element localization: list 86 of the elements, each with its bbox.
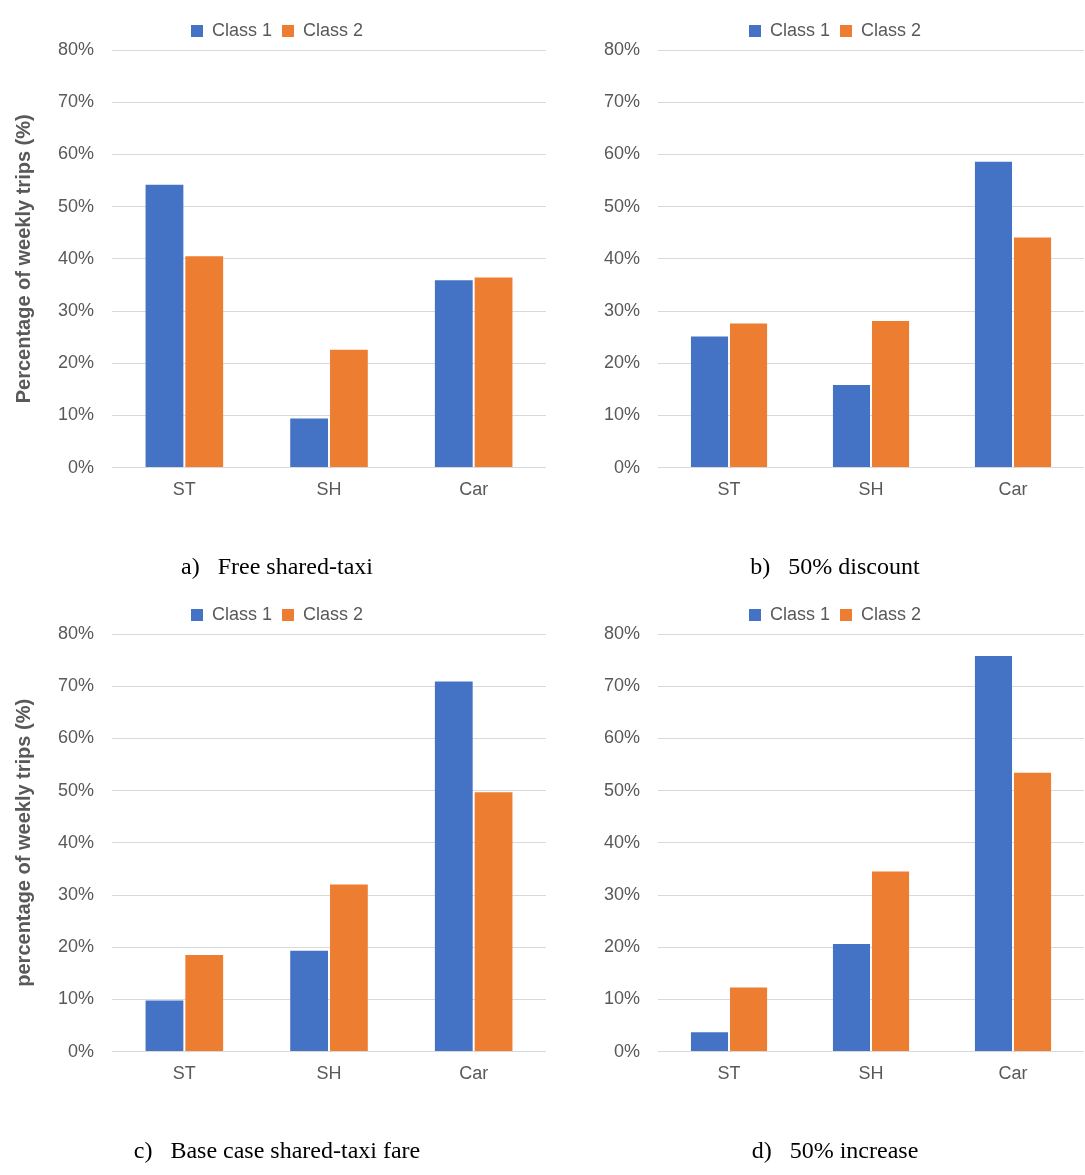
bar: [832, 944, 871, 1052]
bar: [185, 955, 224, 1052]
legend-label: Class 1: [769, 603, 831, 624]
bar: [474, 277, 513, 468]
bar: [1013, 772, 1052, 1052]
legend-label: Class 2: [861, 19, 922, 40]
bar: [434, 681, 473, 1052]
y-tick-label: 40%: [58, 831, 95, 852]
y-tick-label: 60%: [58, 143, 95, 164]
y-tick-label: 10%: [58, 404, 95, 425]
bar: [1013, 237, 1052, 468]
y-tick-label: 0%: [68, 1040, 95, 1061]
y-tick-label: 0%: [614, 456, 641, 477]
y-tick-label: 10%: [58, 988, 95, 1009]
bar: [145, 1000, 184, 1052]
bar: [185, 256, 224, 468]
y-axis-title: Percentage of weekly trips (%): [11, 114, 34, 404]
text: a) Free shared-taxi: [181, 552, 374, 579]
y-tick-label: 60%: [58, 727, 95, 748]
bar: [832, 385, 871, 468]
y-tick-label: 80%: [604, 622, 641, 643]
y-tick-label: 30%: [58, 883, 95, 904]
y-tick-label: 80%: [58, 38, 95, 59]
y-tick-label: 30%: [604, 299, 641, 320]
text: c) Base case shared-taxi fare: [133, 1136, 421, 1163]
x-tick-label: ST: [717, 1063, 741, 1084]
bar: [730, 987, 768, 1052]
y-tick-label: 50%: [604, 779, 641, 800]
x-tick-label: SH: [316, 1063, 342, 1084]
text: b) 50% discount: [750, 552, 920, 579]
x-tick-label: SH: [316, 479, 342, 500]
y-tick-label: 20%: [58, 352, 95, 373]
y-tick-label: 60%: [604, 727, 641, 748]
x-tick-label: Car: [998, 479, 1028, 500]
y-tick-label: 40%: [604, 831, 641, 852]
y-tick-label: 80%: [604, 38, 641, 59]
y-tick-label: 10%: [604, 988, 641, 1009]
x-tick-label: Car: [459, 479, 489, 500]
y-tick-label: 50%: [58, 195, 95, 216]
y-tick-label: 70%: [604, 675, 641, 696]
bar: [290, 950, 329, 1052]
y-tick-label: 50%: [58, 779, 95, 800]
bar: [330, 884, 368, 1052]
bar: [330, 349, 368, 468]
bar: [474, 792, 513, 1052]
y-tick-label: 30%: [58, 299, 95, 320]
x-tick-label: ST: [717, 479, 741, 500]
y-tick-label: 0%: [614, 1040, 641, 1061]
y-tick-label: 40%: [604, 247, 641, 268]
bar: [871, 871, 910, 1052]
y-tick-label: 30%: [604, 883, 641, 904]
x-tick-label: Car: [459, 1063, 489, 1084]
y-tick-label: 20%: [604, 352, 641, 373]
x-tick-label: SH: [858, 1063, 884, 1084]
y-tick-label: 0%: [68, 456, 95, 477]
bar: [974, 161, 1013, 468]
legend-label: Class 1: [211, 603, 273, 624]
legend-label: Class 2: [861, 603, 922, 624]
y-tick-label: 80%: [58, 622, 95, 643]
legend-label: Class 2: [303, 603, 364, 624]
legend-label: Class 2: [303, 19, 364, 40]
bar: [871, 320, 910, 468]
x-tick-label: ST: [172, 1063, 196, 1084]
x-tick-label: SH: [858, 479, 884, 500]
y-tick-label: 50%: [604, 195, 641, 216]
y-tick-label: 60%: [604, 143, 641, 164]
y-tick-label: 70%: [604, 91, 641, 112]
bar: [290, 418, 329, 468]
x-tick-label: Car: [998, 1063, 1028, 1084]
y-tick-label: 10%: [604, 404, 641, 425]
y-axis-title: percentage of weekly trips (%): [11, 698, 34, 987]
text: d) 50% increase: [751, 1136, 919, 1163]
y-tick-label: 70%: [58, 91, 95, 112]
bar: [434, 280, 473, 468]
legend-label: Class 1: [769, 19, 831, 40]
bar: [730, 323, 768, 468]
legend-label: Class 1: [211, 19, 273, 40]
bar: [690, 336, 729, 468]
y-tick-label: 20%: [58, 936, 95, 957]
bar: [145, 184, 184, 468]
y-tick-label: 70%: [58, 675, 95, 696]
y-tick-label: 40%: [58, 247, 95, 268]
x-tick-label: ST: [172, 479, 196, 500]
bar: [974, 655, 1013, 1052]
y-tick-label: 20%: [604, 936, 641, 957]
bar: [690, 1032, 729, 1052]
